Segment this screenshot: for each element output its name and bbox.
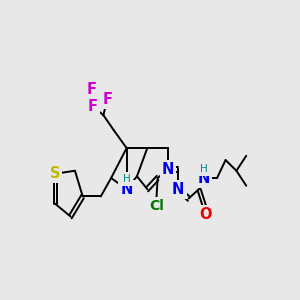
Text: O: O xyxy=(199,207,212,222)
Text: N: N xyxy=(120,182,133,196)
Text: N: N xyxy=(162,162,174,177)
Text: F: F xyxy=(88,99,98,114)
Text: S: S xyxy=(50,166,60,181)
Text: Cl: Cl xyxy=(149,199,164,213)
Text: N: N xyxy=(172,182,184,196)
Text: H: H xyxy=(200,164,208,174)
Text: H: H xyxy=(123,174,130,184)
Text: F: F xyxy=(86,82,96,97)
Text: F: F xyxy=(102,92,112,107)
Text: N: N xyxy=(198,170,210,185)
